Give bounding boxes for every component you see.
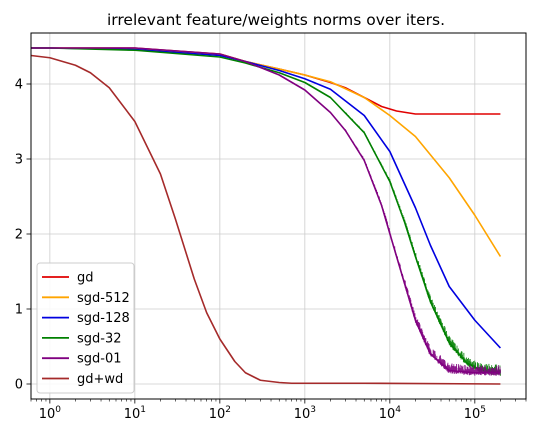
x-tick-label-exponent: 1 xyxy=(140,405,146,415)
x-tick-label-base: 10 xyxy=(379,407,396,422)
legend-label: sgd-512 xyxy=(77,291,130,306)
legend-label: gd+wd xyxy=(77,372,123,387)
legend-label: sgd-01 xyxy=(77,352,122,367)
y-tick-label: 1 xyxy=(15,303,23,318)
y-tick-label: 0 xyxy=(15,378,23,393)
x-tick-label-base: 10 xyxy=(209,407,226,422)
y-tick-label: 3 xyxy=(15,153,23,168)
chart-title: irrelevant feature/weights norms over it… xyxy=(107,11,445,29)
x-tick-label-base: 10 xyxy=(39,407,56,422)
x-tick-label-exponent: 2 xyxy=(225,405,231,415)
x-tick-label-base: 10 xyxy=(294,407,311,422)
y-tick-label: 2 xyxy=(15,228,23,243)
legend-label: sgd-32 xyxy=(77,331,122,346)
legend-label: sgd-128 xyxy=(77,311,130,326)
legend: gd sgd-512 sgd-128 sgd-32 sgd-01 gd+wd xyxy=(37,263,134,393)
x-tick-label-exponent: 0 xyxy=(55,405,61,415)
x-tick-label-exponent: 4 xyxy=(395,405,401,415)
x-tick-label-base: 10 xyxy=(124,407,141,422)
y-tick-label: 4 xyxy=(15,78,23,93)
x-tick-label-base: 10 xyxy=(464,407,481,422)
x-tick-label-exponent: 3 xyxy=(310,405,316,415)
x-tick-label-exponent: 5 xyxy=(480,405,486,415)
legend-label: gd xyxy=(77,271,94,286)
